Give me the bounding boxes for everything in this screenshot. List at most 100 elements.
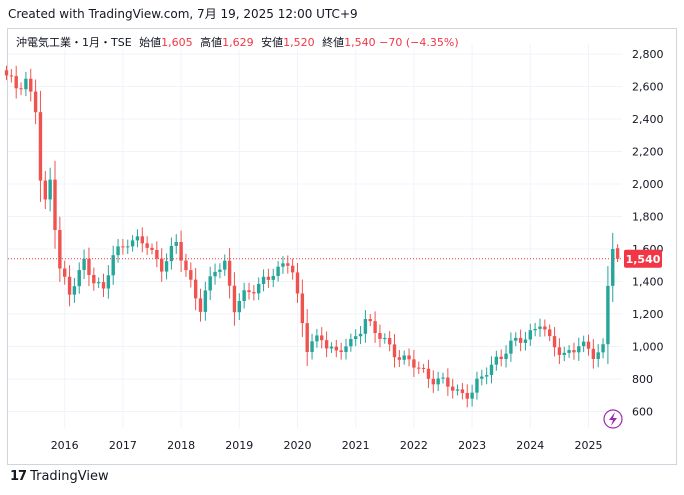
candle-body	[528, 330, 532, 340]
candle-body	[155, 249, 159, 259]
candle-body	[276, 266, 280, 276]
candle-body	[135, 236, 140, 241]
candle-body	[266, 276, 271, 280]
candle-body	[373, 321, 377, 334]
candle-body	[169, 245, 174, 262]
candle-body	[572, 350, 576, 353]
candle-body	[237, 301, 241, 313]
x-tick-label: 2018	[167, 439, 195, 452]
last-price-badge	[624, 249, 662, 268]
ohlc-legend: 沖電気工業・1月・TSE 始値1,605 高値1,629 安値1,520 終値1…	[16, 34, 459, 50]
candles	[4, 65, 620, 408]
candle-body	[412, 359, 416, 368]
candle-body	[227, 260, 232, 286]
chart-panel[interactable]	[7, 28, 677, 465]
candle-body	[232, 285, 237, 313]
candle-body	[606, 285, 610, 345]
candle-body	[344, 346, 348, 353]
candle-body	[431, 378, 435, 385]
candle-body	[315, 335, 319, 342]
candle-body	[354, 336, 358, 340]
candle-body	[392, 344, 397, 358]
candle-body	[198, 298, 203, 312]
candle-body	[421, 367, 426, 369]
x-tick-label: 2023	[458, 439, 486, 452]
candle-body	[489, 364, 494, 376]
candle-body	[43, 180, 47, 200]
close-value: 1,540	[344, 36, 376, 49]
candle-body	[179, 242, 183, 261]
candle-body	[67, 276, 72, 295]
candle-body	[441, 377, 445, 379]
tradingview-logo-icon: 17	[10, 469, 27, 484]
candle-body	[150, 247, 154, 250]
candle-body	[509, 340, 513, 354]
candle-body	[329, 346, 334, 349]
candle-body	[426, 368, 431, 379]
open-label: 始値	[139, 36, 162, 49]
candle-body	[596, 352, 600, 360]
y-tick-label: 2,800	[632, 48, 664, 61]
candle-body	[140, 236, 144, 244]
y-tick-label: 2,200	[632, 146, 664, 159]
candle-body	[586, 341, 591, 349]
candle-body	[223, 260, 227, 270]
time-axis: 2016 2017 2018 2019 2020 2021 2022 2023 2024 2025	[51, 439, 603, 452]
candle-body	[72, 286, 77, 295]
last-price-badge-text: 1,540	[626, 253, 661, 266]
candle-body	[358, 333, 363, 337]
candle-body	[218, 269, 222, 272]
y-tick-label: 2,400	[632, 113, 664, 126]
candle-body	[290, 265, 295, 273]
x-tick-label: 2021	[342, 439, 370, 452]
y-tick-label: 1,400	[632, 276, 664, 289]
candle-body	[184, 260, 188, 271]
candle-body	[92, 275, 96, 284]
candle-body	[203, 290, 208, 312]
created-with-text: Created with TradingView.com, 7月 19, 202…	[8, 7, 358, 21]
candle-body	[130, 240, 135, 247]
candle-body	[164, 261, 169, 272]
change-value: −70 (−4.35%)	[379, 36, 459, 49]
candle-body	[9, 75, 14, 77]
y-tick-label: 1,200	[632, 308, 664, 321]
y-tick-label: 2,600	[632, 81, 664, 94]
candle-body	[363, 319, 368, 334]
candle-body	[494, 356, 499, 365]
candle-body	[407, 355, 411, 360]
candle-body	[543, 326, 547, 330]
candle-body	[397, 357, 402, 360]
candle-body	[121, 246, 125, 248]
candle-body	[475, 378, 479, 393]
candle-body	[295, 272, 300, 294]
candle-body	[300, 293, 305, 324]
candle-body	[257, 283, 261, 294]
x-tick-label: 2017	[109, 439, 137, 452]
footer-brand[interactable]: 17 TradingView	[10, 469, 109, 484]
candle-body	[189, 270, 193, 280]
brand-name: TradingView	[30, 469, 109, 484]
candle-body	[271, 275, 275, 280]
candle-body	[387, 338, 392, 345]
y-tick-label: 1,800	[632, 211, 664, 224]
candle-body	[436, 378, 440, 385]
candle-body	[557, 347, 562, 355]
symbol-label[interactable]: 沖電気工業・1月・TSE	[16, 36, 132, 49]
candle-body	[111, 255, 115, 276]
candle-body	[460, 389, 465, 393]
x-tick-label: 2020	[284, 439, 312, 452]
candle-body	[339, 350, 343, 353]
candle-body	[383, 338, 387, 340]
candle-body	[446, 377, 450, 387]
candle-body	[484, 375, 489, 377]
candle-body	[499, 356, 503, 360]
candle-body	[29, 78, 33, 92]
open-value: 1,605	[161, 36, 193, 49]
candle-body	[58, 229, 62, 269]
candle-body	[455, 389, 460, 391]
candle-body	[281, 263, 285, 267]
candle-body	[19, 88, 23, 90]
candle-body	[548, 329, 552, 337]
